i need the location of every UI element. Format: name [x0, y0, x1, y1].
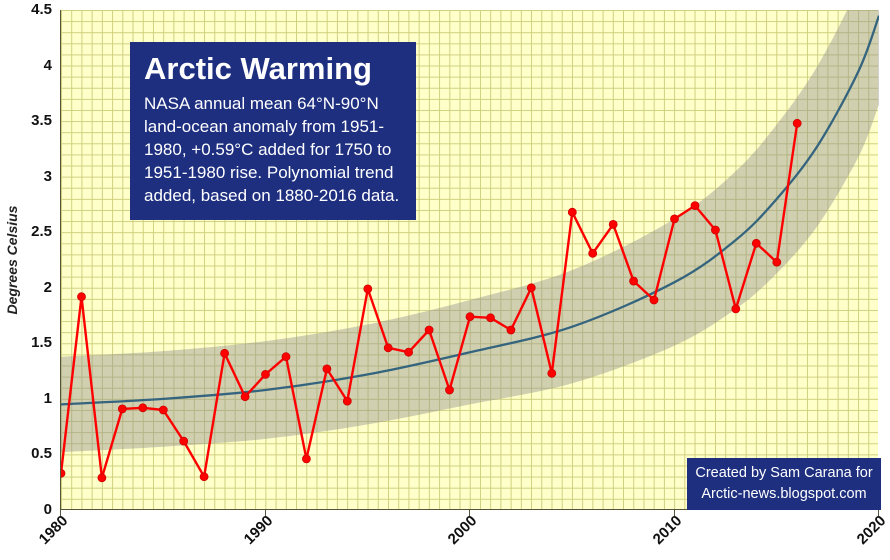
credit-author: Created by Sam Carana for — [695, 465, 873, 481]
data-point-2015 — [772, 257, 782, 267]
chart-subtitle-line: added, based on 1880-2016 data. — [144, 185, 400, 205]
credit-site: Arctic-news.blogspot.com — [701, 486, 867, 503]
data-point-1993 — [322, 364, 332, 374]
y-axis-title: Degrees Celsius — [4, 205, 20, 315]
x-tickmark — [60, 510, 61, 516]
data-point-2011 — [690, 201, 700, 211]
data-point-2010 — [670, 214, 679, 224]
data-point-2004 — [547, 368, 557, 378]
x-tick-label: 2000 — [444, 512, 481, 548]
data-point-2007 — [608, 219, 618, 229]
y-tick-label: 1.5 — [31, 334, 52, 352]
data-point-2006 — [588, 248, 598, 258]
data-point-2003 — [526, 283, 536, 293]
trend-line — [61, 15, 879, 406]
data-point-2012 — [711, 225, 720, 235]
chart-subtitle-line: NASA annual mean 64°N-90°N — [144, 94, 379, 114]
data-point-1986 — [179, 436, 189, 446]
data-point-1994 — [342, 396, 352, 406]
y-tick-label: 2 — [43, 278, 52, 296]
x-tickmark — [673, 510, 675, 516]
data-point-1997 — [404, 347, 414, 357]
y-tick-label: 2.5 — [31, 223, 52, 241]
data-point-1982 — [97, 473, 107, 483]
data-point-2008 — [629, 276, 638, 286]
x-tick-label: 2010 — [649, 512, 685, 548]
data-point-1981 — [77, 292, 86, 302]
y-tick-label: 4.5 — [31, 1, 52, 18]
chart-subtitle-line: land-ocean anomaly from 1951- — [144, 117, 385, 137]
data-point-1989 — [240, 392, 250, 402]
x-tickmark — [264, 510, 266, 516]
data-point-1984 — [138, 403, 148, 413]
x-tick-label: 1980 — [35, 512, 72, 548]
title-box: Arctic Warming NASA annual mean 64°N-90°… — [130, 42, 416, 220]
data-point-1988 — [220, 348, 230, 358]
data-point-1985 — [158, 405, 168, 415]
data-point-1980 — [61, 468, 66, 478]
trend-confidence-band — [61, 10, 879, 453]
y-tick-label: 3 — [43, 167, 52, 185]
chart-subtitle-line: 1980, +0.59°C added for 1750 to — [144, 140, 392, 160]
chart-title: Arctic Warming — [144, 51, 372, 86]
y-tick-label: 0.5 — [31, 445, 52, 463]
data-point-1987 — [199, 472, 209, 482]
data-point-2001 — [486, 313, 495, 323]
x-tick-label: 2020 — [853, 512, 890, 548]
data-point-1998 — [424, 325, 434, 335]
chart-canvas — [61, 10, 879, 483]
data-point-2016 — [792, 118, 802, 128]
y-tick-label: 0 — [43, 501, 52, 518]
x-tickmark — [469, 510, 470, 516]
chart-subtitle-line: 1951-1980 rise. Polynomial trend — [144, 163, 394, 182]
data-point-1995 — [363, 284, 373, 294]
data-point-2000 — [465, 312, 475, 322]
x-tickmark — [878, 510, 879, 516]
data-point-1992 — [301, 454, 311, 464]
data-point-1996 — [383, 343, 393, 353]
x-tick-label: 1990 — [240, 512, 276, 548]
credit-box: Created by Sam Carana for Arctic-news.bl… — [687, 458, 881, 511]
data-point-1999 — [445, 385, 454, 395]
data-point-1991 — [281, 352, 291, 362]
data-point-1983 — [117, 404, 127, 414]
y-tick-label: 3.5 — [31, 112, 52, 130]
y-tick-label: 1 — [43, 389, 52, 407]
data-point-2005 — [567, 207, 577, 217]
data-point-2013 — [731, 304, 741, 314]
data-point-2014 — [751, 238, 761, 248]
y-tick-label: 4 — [43, 56, 52, 74]
data-point-2002 — [506, 325, 516, 335]
data-point-2009 — [649, 295, 659, 305]
data-point-1990 — [261, 369, 270, 379]
